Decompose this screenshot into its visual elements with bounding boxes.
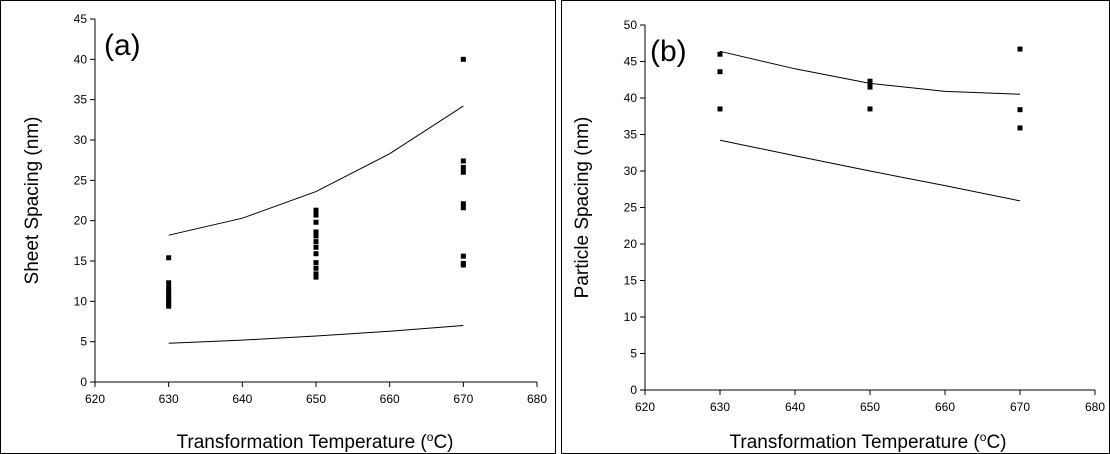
x-axis-label-sup: o bbox=[980, 430, 987, 444]
y-axis-label: Particle Spacing (nm) bbox=[572, 117, 593, 299]
data-point bbox=[460, 169, 466, 175]
y-tick-label: 10 bbox=[624, 310, 638, 324]
y-tick-label: 0 bbox=[80, 375, 87, 389]
data-point bbox=[717, 106, 723, 112]
data-point bbox=[313, 239, 319, 245]
x-tick-label: 620 bbox=[85, 392, 105, 406]
data-point bbox=[313, 233, 319, 239]
y-tick-label: 45 bbox=[624, 55, 638, 69]
data-point bbox=[460, 205, 466, 211]
bound-curve-line bbox=[719, 139, 1021, 202]
y-tick-label: 20 bbox=[74, 214, 88, 228]
data-point bbox=[460, 262, 466, 268]
y-axis-label: Sheet Spacing (nm) bbox=[22, 117, 43, 285]
data-point bbox=[1017, 46, 1023, 52]
x-axis-label-sup: o bbox=[427, 430, 434, 444]
data-point bbox=[867, 78, 873, 84]
x-tick-label: 680 bbox=[527, 392, 547, 406]
x-tick-label: 660 bbox=[380, 392, 400, 406]
chart-panel-a: 0 5 10 15 20 25 30 35 40 45 620 630 640 650 660 670 680 (… bbox=[0, 0, 556, 454]
y-tick-label: 25 bbox=[74, 173, 88, 187]
x-axis-label-tail: C) bbox=[433, 432, 453, 453]
data-point bbox=[717, 69, 723, 75]
x-axis-label: Transformation Temperature (oC) bbox=[176, 430, 453, 453]
y-tick-label: 35 bbox=[74, 93, 88, 107]
x-axis-label: Transformation Temperature (oC) bbox=[729, 430, 1006, 453]
data-point bbox=[1017, 107, 1023, 113]
x-tick-label: 680 bbox=[1085, 400, 1105, 414]
y-tick-label: 0 bbox=[630, 383, 637, 397]
y-tick-label: 40 bbox=[74, 52, 88, 66]
bound-curve-line bbox=[168, 105, 464, 236]
data-point bbox=[166, 295, 172, 301]
data-point bbox=[166, 255, 172, 261]
panel-label: (b) bbox=[650, 35, 687, 68]
data-point bbox=[313, 251, 319, 257]
data-point bbox=[313, 274, 319, 280]
x-tick-label: 620 bbox=[635, 400, 655, 414]
data-point bbox=[166, 303, 172, 309]
sheet-spacing-chart: 0 5 10 15 20 25 30 35 40 45 620 630 640 650 660 670 680 (… bbox=[22, 12, 547, 453]
y-tick-label: 45 bbox=[74, 12, 88, 26]
data-point bbox=[166, 292, 172, 298]
x-tick-label: 650 bbox=[306, 392, 326, 406]
data-point bbox=[460, 158, 466, 164]
data-point bbox=[460, 56, 466, 62]
data-point bbox=[166, 280, 172, 286]
bound-curve-line bbox=[719, 50, 1021, 95]
y-tick-label: 15 bbox=[74, 254, 88, 268]
data-point bbox=[313, 212, 319, 218]
y-tick-label: 50 bbox=[624, 18, 638, 32]
data-point bbox=[313, 265, 319, 271]
data-point bbox=[460, 253, 466, 259]
x-axis-label-main: Transformation Temperature ( bbox=[729, 432, 980, 453]
data-point bbox=[717, 51, 723, 57]
y-tick-label: 25 bbox=[624, 201, 638, 215]
data-point bbox=[460, 201, 466, 207]
data-point bbox=[313, 229, 319, 235]
x-tick-label: 660 bbox=[935, 400, 955, 414]
data-point bbox=[313, 207, 319, 213]
data-point bbox=[313, 260, 319, 266]
y-tick-label: 5 bbox=[80, 335, 87, 349]
x-tick-label: 670 bbox=[453, 392, 473, 406]
data-point bbox=[867, 84, 873, 90]
x-axis-label-main: Transformation Temperature ( bbox=[176, 432, 427, 453]
x-tick-label: 670 bbox=[1010, 400, 1030, 414]
x-tick-label: 640 bbox=[785, 400, 805, 414]
chart-panel-b: 0 5 10 15 20 25 30 35 40 45 50 620 630 640 650 660 670 68… bbox=[561, 0, 1110, 454]
y-tick-label: 40 bbox=[624, 91, 638, 105]
y-tick-label: 30 bbox=[624, 164, 638, 178]
data-point bbox=[867, 106, 873, 112]
data-point bbox=[166, 289, 172, 295]
data-point bbox=[1017, 125, 1023, 131]
data-point bbox=[867, 81, 873, 87]
y-tick-label: 30 bbox=[74, 133, 88, 147]
data-point bbox=[313, 244, 319, 250]
y-tick-label: 20 bbox=[624, 237, 638, 251]
x-tick-label: 630 bbox=[159, 392, 179, 406]
data-point bbox=[460, 164, 466, 170]
bound-curve-line bbox=[168, 325, 464, 344]
x-tick-label: 650 bbox=[860, 400, 880, 414]
x-axis-label-tail: C) bbox=[986, 432, 1006, 453]
y-tick-label: 35 bbox=[624, 128, 638, 142]
data-point bbox=[313, 271, 319, 277]
y-tick-label: 5 bbox=[630, 347, 637, 361]
particle-spacing-chart: 0 5 10 15 20 25 30 35 40 45 50 620 630 640 650 660 670 68… bbox=[572, 18, 1105, 453]
y-tick-label: 15 bbox=[624, 274, 638, 288]
data-point bbox=[313, 219, 319, 225]
x-tick-label: 630 bbox=[710, 400, 730, 414]
data-point bbox=[166, 285, 172, 291]
x-tick-label: 640 bbox=[232, 392, 252, 406]
panel-label: (a) bbox=[104, 29, 141, 62]
y-tick-label: 10 bbox=[74, 294, 88, 308]
